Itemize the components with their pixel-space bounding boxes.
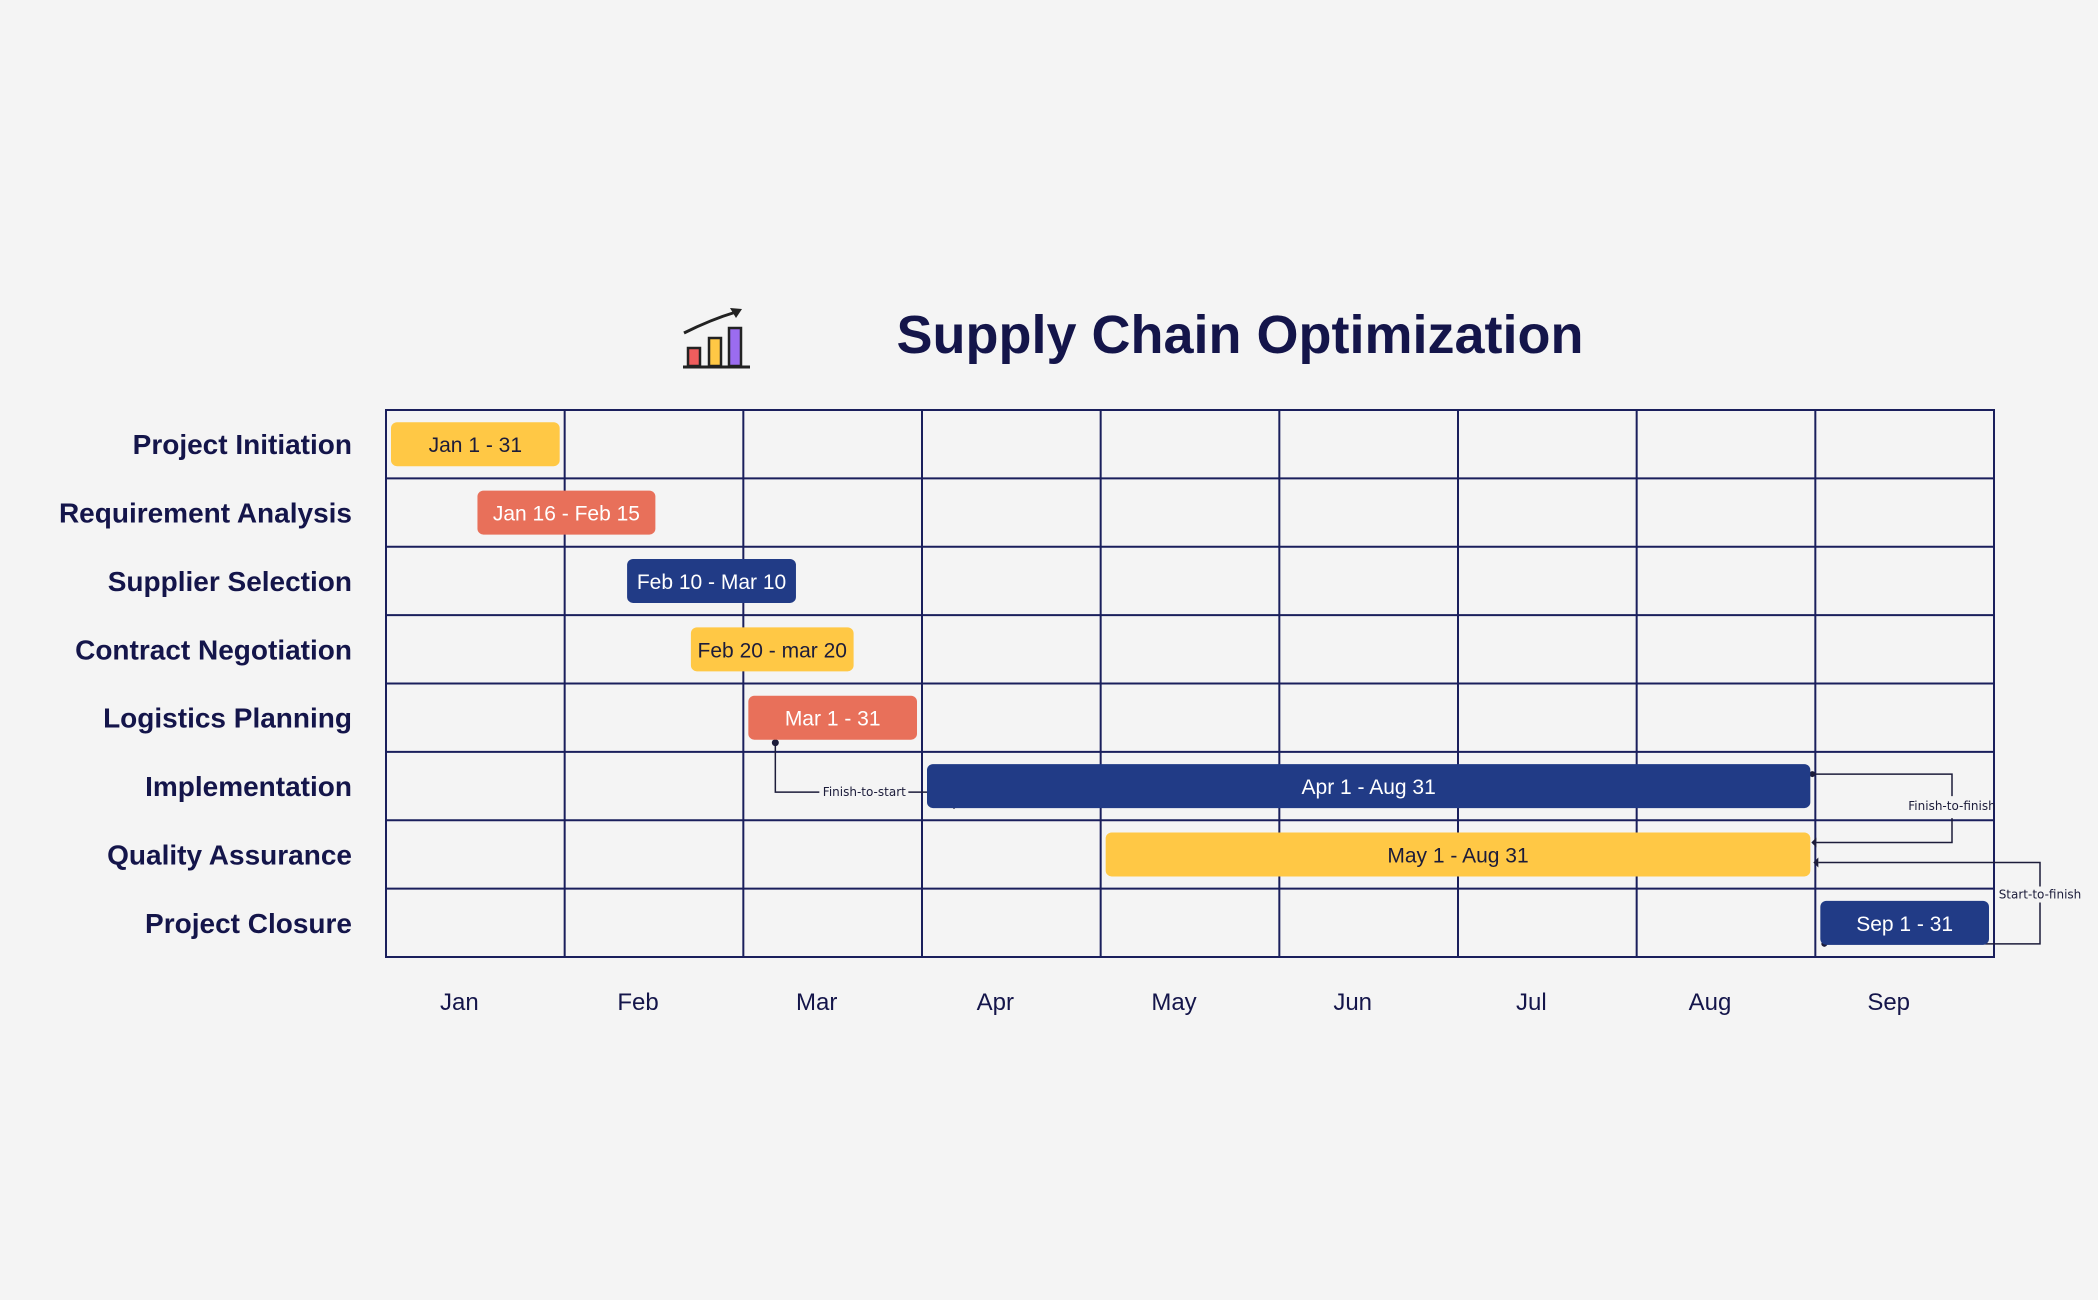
dependency-arrowhead — [1813, 857, 1819, 868]
task-label: Supplier Selection — [108, 566, 352, 597]
task-label: Requirement Analysis — [59, 498, 352, 529]
task-bar — [748, 695, 917, 740]
task-label: Implementation — [145, 771, 352, 802]
dependency-label: Start-to-finish — [1999, 887, 2082, 901]
month-label: Feb — [617, 989, 658, 1016]
dependency-label: Finish-to-start — [823, 785, 906, 799]
task-bar-label: Jan 1 - 31 — [429, 434, 522, 457]
month-label: Jan — [440, 989, 479, 1016]
task-label: Project Initiation — [133, 429, 352, 460]
task-bars: Jan 1 - 31 Jan 16 - Feb 15 Feb 10 - Mar 10… — [391, 422, 1989, 945]
task-bar-label: Feb 10 - Mar 10 — [637, 571, 786, 594]
month-label: Jul — [1516, 989, 1547, 1016]
task-bar-label: Sep 1 - 31 — [1856, 913, 1953, 936]
task-bar-label: Apr 1 - Aug 31 — [1302, 776, 1436, 799]
task-bar — [627, 558, 796, 603]
task-labels: Project Initiation Requirement Analysis Su… — [59, 429, 352, 939]
task-bar — [391, 422, 560, 467]
dependency-label: Finish-to-finish — [1908, 799, 1995, 813]
task-bar — [1105, 832, 1811, 877]
chart-title: Supply Chain Optimization — [897, 305, 1584, 365]
task-bar — [1820, 900, 1989, 945]
task-label: Project Closure — [145, 908, 352, 939]
task-bar-label: Feb 20 - mar 20 — [698, 639, 847, 662]
month-label: Mar — [796, 989, 837, 1016]
month-label: Apr — [977, 989, 1014, 1016]
dependency-links: Finish-to-start Finish-to-finish Start-to-… — [771, 739, 2082, 947]
task-bar-label: Mar 1 - 31 — [785, 708, 881, 731]
dependency-line — [1818, 861, 2041, 887]
task-bar — [477, 490, 656, 535]
dependency-line — [1816, 818, 1953, 844]
month-label: Jun — [1333, 989, 1372, 1016]
dependency-line — [1812, 773, 1953, 797]
month-label: May — [1151, 989, 1196, 1016]
month-label: Sep — [1867, 989, 1910, 1016]
dependency-line — [774, 742, 820, 793]
month-labels: Jan Feb Mar Apr May Jun Jul Aug Sep — [440, 989, 1910, 1016]
rising-bar-chart-icon — [683, 308, 750, 369]
task-label: Contract Negotiation — [75, 634, 352, 665]
task-bar — [690, 627, 854, 672]
dependency-arrowhead — [1811, 837, 1817, 848]
task-label: Quality Assurance — [107, 839, 352, 870]
task-bar-label: May 1 - Aug 31 — [1387, 844, 1528, 867]
task-label: Logistics Planning — [103, 703, 352, 734]
task-bar — [927, 764, 1811, 809]
month-label: Aug — [1689, 989, 1732, 1016]
chart-grid — [385, 409, 1995, 958]
task-bar-label: Jan 16 - Feb 15 — [493, 503, 640, 526]
